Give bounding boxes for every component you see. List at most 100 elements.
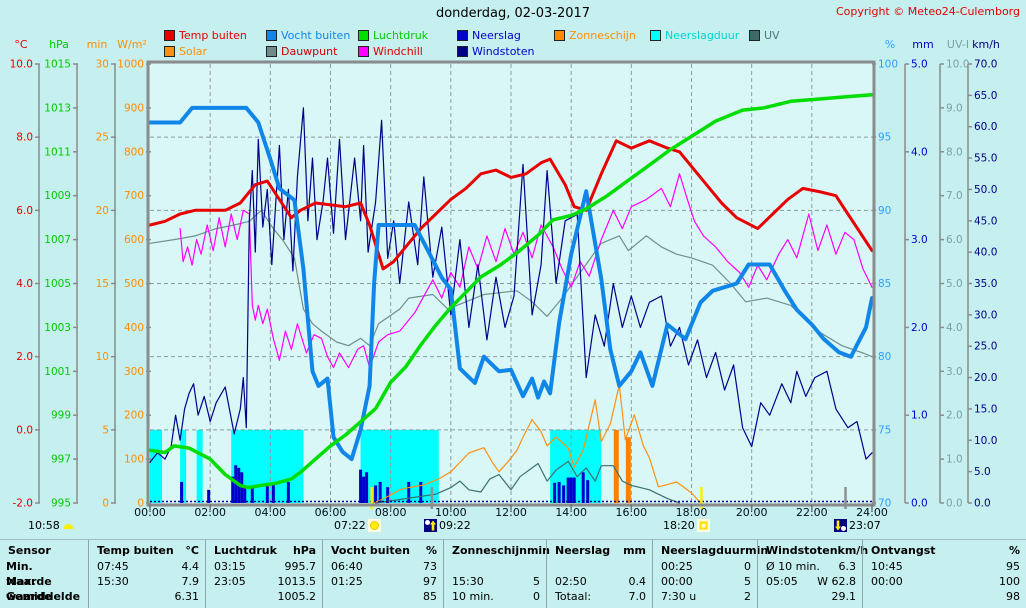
table-row-label: Gemiddelde [6,590,81,603]
table-row-label: Max. waarde [6,575,52,603]
axis-tick-label: 15.0 [974,403,997,415]
table-column-temp-buiten: Temp buiten °C 07:45 4.4 15:30 7.9 6.31 [88,540,205,608]
axis-tick-label: 999 [51,410,71,422]
legend-item-temp-buiten: Temp buiten [164,29,247,42]
axis-tick-label: 40.0 [974,247,997,259]
table-header: Temp buiten [97,544,174,557]
axis-tick-label: 25.0 [974,341,997,353]
table-column-zonneschijn: Zonneschijn min 15:30 5 10 min. 0 [443,540,550,608]
copyright-notice: Copyright © Meteo24-Culemborg [836,5,1020,18]
axis-tick-label: 0.0 [911,498,928,510]
axis-tick-label: 400 [124,322,144,334]
table-cell-time: 01:25 [331,575,363,588]
table-column-luchtdruk: Luchtdruk hPa 03:15 995.7 23:05 1013.5 1005.2 [205,540,322,608]
axis-tick-label: 100 [878,59,898,71]
table-cell-time: 05:05 [766,575,798,588]
axis-tick-label: 995 [51,498,71,510]
x-axis-labels: 00:00 02:00 04:00 06:00 08:00 10:00 12:00 14:00… [134,504,888,519]
axis-kmh: km/h 0.0 5.0 10.0 15.0 20.0 25.0 30.0 35.0 40.0 45… [967,38,1000,510]
table-header: Neerslagduur [661,544,746,557]
axis-tick-label: 55.0 [974,153,997,165]
event-tick [370,487,373,509]
table-header: Luchtdruk [214,544,277,557]
table-cell-value: 7.0 [628,590,647,603]
axis-tick-label: 5.0 [911,59,928,71]
legend-item-label: Dauwpunt [281,44,338,58]
table-cell-time: 15:30 [452,575,484,588]
table-cell-value: 98 [1006,590,1020,603]
axis-tick-label: 10.0 [974,435,997,447]
axis-tick-label: 10 [96,351,109,363]
series-windstoten [149,107,873,463]
axis-tick-label: 60.0 [974,121,997,133]
table-cell-value: 1013.5 [277,575,317,588]
table-cell-value: 97 [423,575,437,588]
table-header: Sensor [8,544,51,557]
axis-tick-label: 500 [124,278,144,290]
axis-tick-label: 6.0 [16,205,33,217]
axis-tick-label: 1011 [44,146,71,158]
table-cell-time: Totaal: [555,590,592,603]
axis-unit-label: UV-I [947,38,969,51]
axis-tick-label: 1013 [44,102,71,114]
axis-tick-label: 4.0 [911,146,928,158]
axis-tick-label: 0.0 [16,424,33,436]
axis-tick-label: 1015 [44,59,71,71]
axis-tick-label: 0 [102,498,109,510]
legend-item-vocht-buiten: Vocht buiten [266,28,351,42]
axis-tick-label: 65.0 [974,90,997,102]
axis-tick-label: 100 [124,454,144,466]
legend-item-label: Zonneschijn [569,28,636,42]
axis-tick-label: 35.0 [974,278,997,290]
axis-tick-label: 3.0 [946,366,963,378]
table-header: Ontvangst [871,544,936,557]
axis-tick-label: 25 [96,132,109,144]
table-header-unit: hPa [292,544,316,557]
table-cell-value: 6.3 [838,560,857,573]
series-luchtdruk [149,92,873,490]
table-cell-time: 06:40 [331,560,363,573]
axis-tick-label: 70 [878,498,891,510]
stats-table: Sensor Min. waarde Max. waarde Gemiddelde Te… [0,539,1026,608]
legend-item-neerslagduur: Neerslagduur [650,29,739,42]
table-cell-value: 0 [533,590,540,603]
table-header-unit: km/h [837,544,869,557]
table-cell-value: 6.31 [174,590,200,603]
sunset-icon [696,519,710,532]
axis-tick-label: 1.0 [946,454,963,466]
axis-unit-label: W/m² [117,38,147,51]
table-cell-value: 95 [1006,560,1020,573]
axis-hpa: hPa 995 997 999 1001 1003 1005 1007 1009 1011 1013… [44,38,78,510]
table-cell-value: 0.4 [628,575,647,588]
axis-tick-label: 2.0 [911,322,928,334]
table-cell-value: 5 [744,575,751,588]
table-cell-value: 1005.2 [277,590,317,603]
x-tick-label: 06:00 [315,506,347,519]
axis-tick-label: 80 [878,351,891,363]
table-cell-time: 23:05 [214,575,246,588]
series-windchill [179,173,873,369]
axis-tick-label: 95 [878,132,891,144]
table-cell-time: 15:30 [97,575,129,588]
table-cell-value: 995.7 [284,560,317,573]
table-column-windstoten: Windstoten km/h Ø 10 min. 6.3 05:05 W 62.8 29.… [757,540,868,608]
axis-tick-label: 45.0 [974,215,997,227]
axis-tick-label: 5.0 [974,466,991,478]
axis-unit-label: mm [912,38,933,51]
legend-item-label: Vocht buiten [281,28,351,42]
axis-tick-label: 30.0 [974,309,997,321]
series-vocht-buiten [149,105,873,462]
table-cell-value: 29.1 [831,590,857,603]
axis-tick-label: 8.0 [946,146,963,158]
axis-tick-label: 900 [124,102,144,114]
marker-time-label: 23:07 [849,519,881,532]
table-cell-value: W 62.8 [817,575,856,588]
table-header-unit: % [1008,544,1020,557]
axis-temp: °C -2.0 0.0 2.0 4.0 6.0 8.0 10.0 [10,38,40,510]
x-tick-label: 12:00 [495,506,527,519]
axis-tick-label: 85 [878,278,891,290]
x-tick-label: 04:00 [254,506,286,519]
table-header-unit: min [526,544,551,557]
axis-unit-label: hPa [49,38,69,51]
